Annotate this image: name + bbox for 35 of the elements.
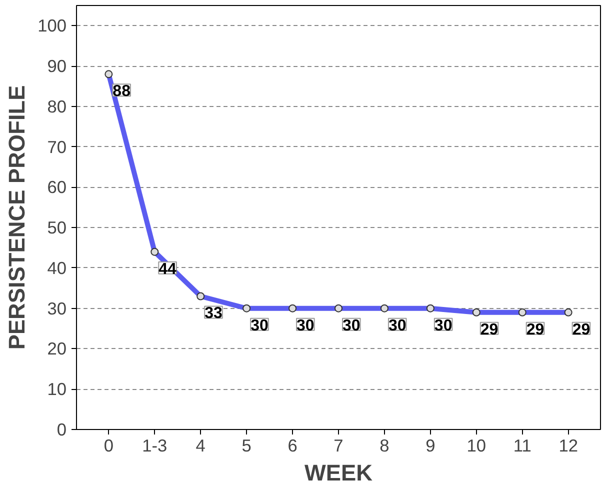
x-tick-label: 8 <box>380 436 390 456</box>
y-tick-label: 40 <box>47 258 67 278</box>
x-tick-label: 11 <box>513 436 532 456</box>
x-tick-label: 9 <box>426 436 436 456</box>
x-tick-label: 6 <box>288 436 298 456</box>
y-tick-label: 80 <box>47 96 67 116</box>
data-label: 30 <box>388 317 406 334</box>
data-label: 29 <box>572 321 590 338</box>
x-tick-label: 5 <box>242 436 252 456</box>
x-tick-label: 12 <box>558 436 578 456</box>
y-tick-label: 90 <box>47 56 67 76</box>
y-tick-label: 10 <box>47 379 67 400</box>
data-label: 29 <box>526 321 544 338</box>
data-label: 88 <box>112 83 131 100</box>
data-label: 30 <box>434 317 452 334</box>
data-label: 30 <box>250 317 268 334</box>
x-tick-label: 1-3 <box>142 436 168 456</box>
y-tick-label: 30 <box>47 298 67 318</box>
x-tick-label: 0 <box>104 436 114 456</box>
x-tick-label: 7 <box>334 436 344 456</box>
y-tick-label: 70 <box>47 136 67 157</box>
data-label: 33 <box>204 305 223 322</box>
data-label: 29 <box>480 321 498 338</box>
x-axis-title: WEEK <box>304 460 374 486</box>
data-label: 30 <box>342 317 360 334</box>
x-tick-label: 4 <box>196 436 206 456</box>
x-tick-label: 10 <box>466 436 486 456</box>
data-label: 30 <box>296 317 314 334</box>
y-axis-title: PERSISTENCE PROFILE <box>4 85 30 350</box>
y-tick-label: 20 <box>47 338 67 359</box>
y-tick-label: 50 <box>47 218 67 238</box>
y-tick-label: 0 <box>56 420 67 440</box>
data-label: 44 <box>158 260 177 278</box>
y-tick-label: 100 <box>38 16 67 36</box>
y-tick-label: 60 <box>47 177 67 198</box>
